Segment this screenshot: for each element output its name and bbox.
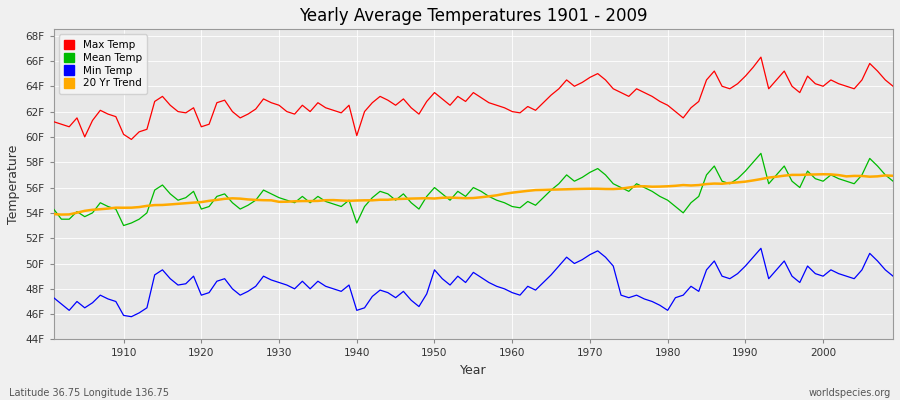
X-axis label: Year: Year xyxy=(460,364,487,377)
Legend: Max Temp, Mean Temp, Min Temp, 20 Yr Trend: Max Temp, Mean Temp, Min Temp, 20 Yr Tre… xyxy=(58,34,148,94)
Title: Yearly Average Temperatures 1901 - 2009: Yearly Average Temperatures 1901 - 2009 xyxy=(299,7,648,25)
Y-axis label: Temperature: Temperature xyxy=(7,145,20,224)
Text: Latitude 36.75 Longitude 136.75: Latitude 36.75 Longitude 136.75 xyxy=(9,388,169,398)
Text: worldspecies.org: worldspecies.org xyxy=(809,388,891,398)
